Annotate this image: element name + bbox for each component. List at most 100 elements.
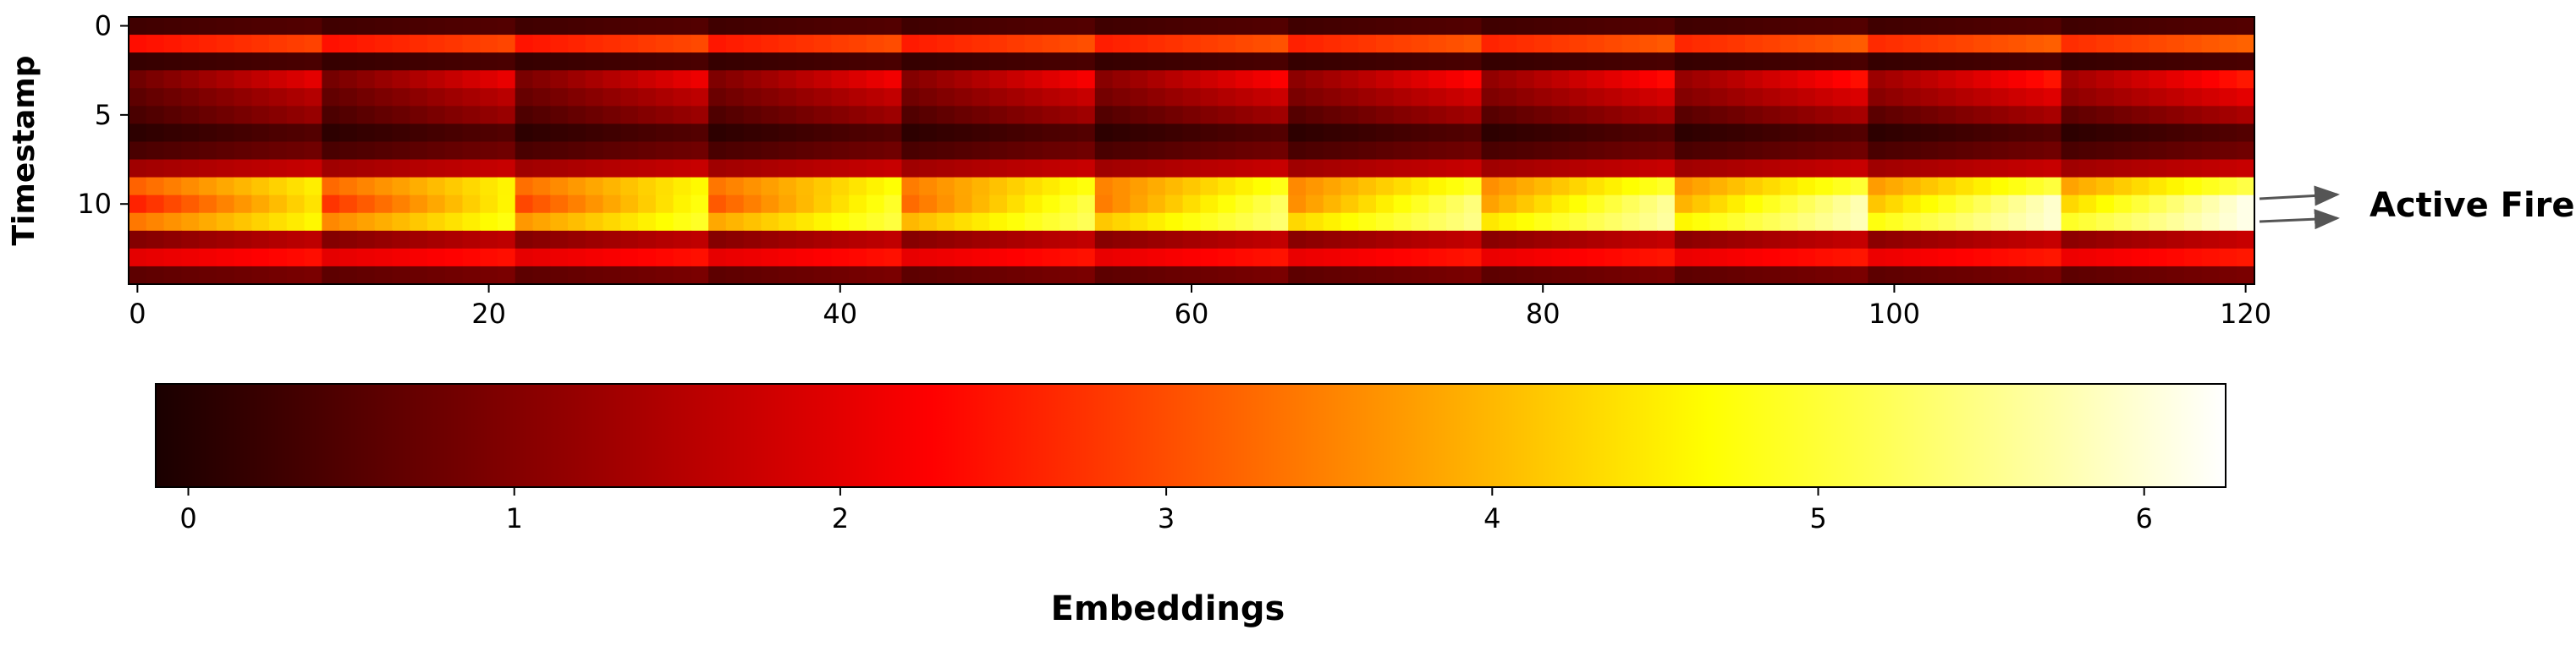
heatmap-cell	[2183, 212, 2203, 232]
heatmap-cell	[1164, 230, 1184, 249]
heatmap-cell	[883, 70, 903, 89]
heatmap-cell	[2026, 159, 2045, 178]
heatmap-cell	[339, 266, 358, 285]
heatmap-cell	[1042, 35, 1060, 53]
heatmap-cell	[234, 106, 252, 124]
heatmap-cell	[1358, 106, 1377, 124]
heatmap-cell	[673, 106, 691, 124]
heatmap-cell	[251, 230, 270, 249]
x-axis: 0 20 40 60 80 100 120	[129, 284, 2271, 330]
heatmap-cell	[972, 141, 990, 161]
heatmap-cell	[1481, 159, 1500, 178]
heatmap-cell	[1358, 70, 1377, 89]
heatmap-cell	[1516, 17, 1535, 36]
heatmap-cell	[374, 70, 393, 89]
heatmap-cell	[813, 88, 833, 107]
heatmap-cell	[216, 266, 235, 285]
heatmap-cell	[2043, 70, 2062, 89]
heatmap-cell	[1990, 248, 2009, 267]
heatmap-cell	[2237, 35, 2255, 53]
heatmap-cell	[1130, 230, 1148, 249]
heatmap-cell	[286, 123, 305, 143]
heatmap-cell	[286, 266, 305, 285]
heatmap-cell	[2078, 88, 2097, 107]
heatmap-cell	[146, 266, 165, 285]
heatmap-cell	[1956, 70, 1974, 89]
heatmap-cell	[1709, 141, 1728, 161]
heatmap-cell	[2183, 70, 2203, 89]
heatmap-cell	[1305, 141, 1324, 161]
heatmap-cell	[392, 159, 410, 178]
heatmap-cell	[1797, 17, 1816, 36]
heatmap-cell	[304, 159, 322, 178]
heatmap-cell	[1657, 159, 1676, 178]
heatmap-cell	[1902, 52, 1922, 71]
heatmap-cell	[1709, 17, 1728, 36]
heatmap-cell	[129, 212, 147, 232]
heatmap-cell	[427, 141, 446, 161]
heatmap-cell	[1411, 266, 1429, 285]
heatmap-cell	[1956, 106, 1974, 124]
heatmap-cell	[1200, 248, 1219, 267]
heatmap-cell	[1218, 70, 1236, 89]
heatmap-cell	[550, 106, 569, 124]
heatmap-cell	[1832, 266, 1852, 285]
heatmap-cell	[497, 177, 516, 196]
heatmap-cell	[585, 195, 604, 214]
heatmap-cell	[603, 35, 621, 53]
heatmap-cell	[2219, 177, 2237, 196]
heatmap-cell	[831, 159, 850, 178]
heatmap-cell	[286, 88, 305, 107]
heatmap-cell	[1463, 177, 1483, 196]
heatmap-cell	[1832, 17, 1852, 36]
heatmap-cell	[356, 212, 376, 232]
heatmap-cell	[410, 248, 428, 267]
heatmap-cell	[444, 266, 464, 285]
heatmap-cell	[216, 141, 235, 161]
heatmap-cell	[883, 141, 903, 161]
heatmap-cell	[1218, 141, 1236, 161]
heatmap-cell	[883, 195, 903, 214]
heatmap-cell	[2237, 177, 2255, 196]
heatmap-cell	[1305, 195, 1324, 214]
heatmap-cell	[1481, 266, 1500, 285]
heatmap-cell	[1727, 35, 1746, 53]
heatmap-cell	[1551, 17, 1570, 36]
heatmap-cell	[1288, 230, 1307, 249]
heatmap-cell	[1814, 52, 1834, 71]
heatmap-cell	[919, 248, 938, 267]
heatmap-cell	[1393, 266, 1412, 285]
heatmap-cell	[1902, 159, 1922, 178]
heatmap-cell	[1604, 195, 1623, 214]
heatmap-cell	[568, 123, 586, 143]
heatmap-cell	[2131, 177, 2150, 196]
heatmap-cell	[356, 17, 376, 36]
heatmap-cell	[568, 266, 586, 285]
heatmap-cell	[356, 35, 376, 53]
heatmap-cell	[2113, 70, 2133, 89]
heatmap-cell	[216, 17, 235, 36]
heatmap-cell	[1305, 106, 1324, 124]
heatmap-cell	[638, 123, 657, 143]
heatmap-cell	[163, 195, 182, 214]
heatmap-cell	[1358, 177, 1377, 196]
heatmap-cell	[1024, 230, 1043, 249]
heatmap-cell	[901, 195, 920, 214]
heatmap-cell	[1868, 141, 1886, 161]
heatmap-cell	[620, 141, 639, 161]
heatmap-cell	[1393, 195, 1412, 214]
heatmap-cell	[1182, 266, 1201, 285]
heatmap-cell	[2096, 88, 2115, 107]
heatmap-cell	[1042, 17, 1060, 36]
heatmap-cell	[1744, 35, 1764, 53]
annotation-arrow-lower	[2259, 209, 2340, 230]
heatmap-cell	[708, 141, 727, 161]
heatmap-cell	[2026, 70, 2045, 89]
heatmap-cell	[901, 230, 920, 249]
heatmap-cell	[322, 123, 340, 143]
heatmap-cell	[1639, 159, 1658, 178]
heatmap-cell	[1411, 195, 1429, 214]
heatmap-cell	[954, 70, 973, 89]
heatmap-cell	[1411, 70, 1429, 89]
heatmap-cell	[655, 88, 674, 107]
